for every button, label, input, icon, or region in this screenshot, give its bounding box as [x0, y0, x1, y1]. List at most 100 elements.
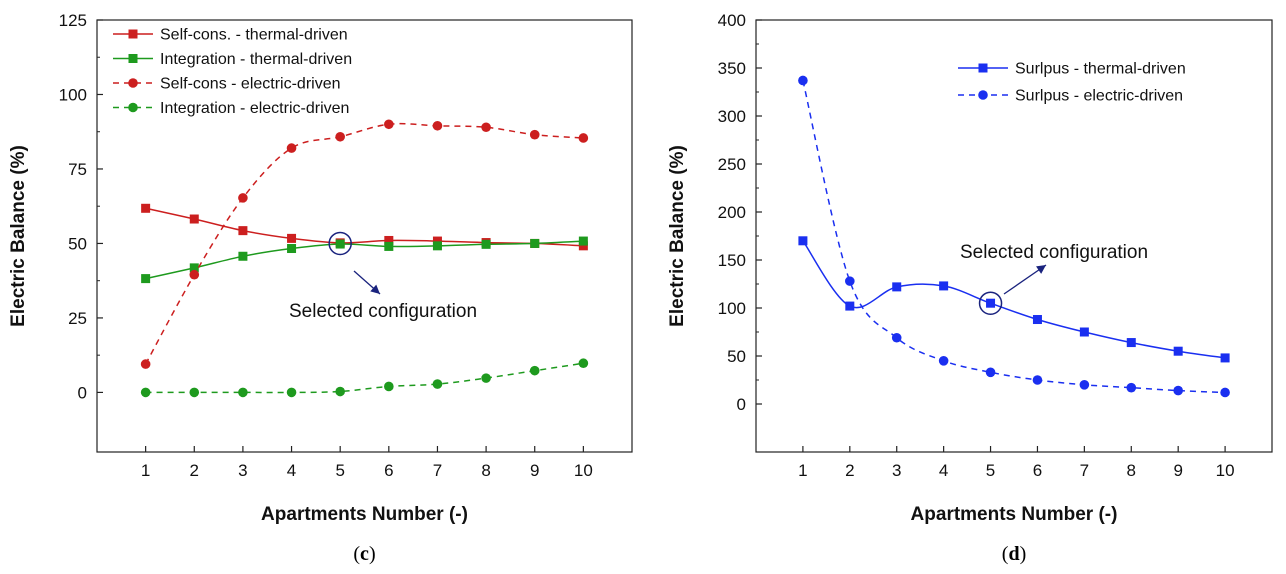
- data-point-square: [986, 298, 996, 308]
- y-tick-label: 50: [727, 347, 746, 366]
- x-tick-label: 1: [798, 461, 807, 480]
- legend-label: Self-cons. - thermal-driven: [160, 27, 348, 44]
- caption-paren-open: (: [353, 543, 360, 565]
- data-point-circle: [432, 120, 443, 131]
- series-line-1: [145, 240, 584, 280]
- y-tick-label: 50: [68, 234, 87, 253]
- data-point-square: [141, 203, 151, 213]
- data-point-circle: [481, 122, 491, 133]
- x-tick-label: 2: [190, 461, 199, 480]
- x-tick-label: 9: [1173, 461, 1182, 480]
- y-tick-label: 25: [68, 309, 87, 328]
- data-point-circle: [1032, 375, 1043, 385]
- data-point-square: [1220, 353, 1230, 363]
- x-axis-title: Apartments Number (-): [261, 504, 468, 525]
- data-point-circle: [238, 193, 248, 203]
- legend-marker-square: [128, 29, 138, 39]
- caption-paren-close: ): [369, 543, 376, 565]
- caption-letter: d: [1008, 543, 1019, 565]
- data-point-circle: [1079, 380, 1090, 390]
- plot-frame: [96, 19, 633, 453]
- y-tick-label: 100: [59, 85, 87, 104]
- y-tick-label: 100: [718, 299, 746, 318]
- x-tick-label: 7: [433, 461, 442, 480]
- annotation-arrow-head: [370, 284, 380, 294]
- data-point-square: [238, 226, 248, 236]
- data-point-square: [141, 274, 151, 284]
- data-point-circle: [985, 367, 996, 378]
- x-tick-label: 3: [238, 461, 247, 480]
- x-tick-label: 4: [287, 461, 296, 480]
- data-point-circle: [578, 133, 589, 143]
- x-tick-label: 8: [481, 461, 490, 480]
- x-tick-label: 10: [1216, 461, 1235, 480]
- y-tick-label: 125: [59, 11, 87, 30]
- series-line-0: [802, 240, 1226, 359]
- data-point-circle: [189, 269, 200, 280]
- data-point-circle: [140, 387, 151, 398]
- y-axis-title: Electric Balance (%): [8, 145, 29, 327]
- y-tick-label: 400: [718, 11, 746, 30]
- data-point-circle: [140, 359, 151, 369]
- data-point-circle: [578, 358, 589, 369]
- data-point-square: [578, 236, 588, 246]
- data-point-square: [939, 281, 949, 291]
- x-tick-label: 5: [986, 461, 995, 480]
- data-point-circle: [335, 386, 345, 397]
- data-point-square: [238, 251, 248, 261]
- series-line-1: [802, 80, 1226, 394]
- data-point-square: [845, 301, 855, 311]
- legend-label: Surlpus - thermal-driven: [1015, 61, 1186, 78]
- y-tick-label: 150: [718, 251, 746, 270]
- data-point-square: [530, 238, 540, 248]
- legend-marker-square: [128, 54, 138, 63]
- data-point-circle: [432, 379, 443, 389]
- data-point-square: [578, 241, 588, 251]
- data-point-square: [287, 233, 297, 243]
- y-axis-title: Electric Balance (%): [667, 145, 688, 327]
- caption-paren-close: ): [1020, 543, 1027, 565]
- data-point-square: [384, 235, 394, 245]
- x-tick-label: 6: [1033, 461, 1042, 480]
- x-tick-label: 10: [574, 461, 593, 480]
- legend-marker-circle: [128, 102, 138, 113]
- data-point-circle: [529, 129, 540, 140]
- x-tick-label: 5: [335, 461, 344, 480]
- y-tick-label: 0: [737, 395, 746, 414]
- data-point-circle: [481, 373, 491, 383]
- chart-panel-d: 0 50 100 150 200 250 300 350 400 1 2 3 4 5 6 7 8 9 10 Apart…: [667, 11, 1273, 565]
- data-point-circle: [384, 381, 394, 392]
- data-point-square: [432, 236, 442, 246]
- x-tick-label: 4: [939, 461, 948, 480]
- data-point-square: [384, 241, 394, 251]
- data-point-circle: [1173, 385, 1183, 396]
- chart-panel-c: 0 25 50 75 100 125 1 2 3 4 5 6 7 8 9 10 Apartments Numbe…: [8, 11, 633, 565]
- y-tick-label: 200: [718, 203, 746, 222]
- y-tick-label: 75: [68, 160, 87, 179]
- caption-paren-open: (: [1002, 543, 1009, 565]
- x-tick-label: 7: [1080, 461, 1089, 480]
- x-tick-label: 3: [892, 461, 901, 480]
- data-point-square: [1032, 315, 1042, 325]
- data-point-circle: [845, 276, 855, 286]
- data-point-circle: [1220, 387, 1230, 398]
- y-tick-label: 250: [718, 155, 746, 174]
- legend-label: Self-cons - electric-driven: [160, 76, 341, 93]
- selected-highlight-circle: [328, 231, 352, 256]
- data-point-circle: [891, 332, 902, 343]
- data-point-square: [481, 239, 491, 249]
- legend-marker-circle: [128, 78, 138, 88]
- y-tick-label: 350: [718, 59, 746, 78]
- data-point-square: [432, 241, 442, 251]
- legend-label: Integration - thermal-driven: [160, 51, 352, 68]
- data-point-square: [1173, 346, 1183, 356]
- data-point-circle: [1126, 382, 1137, 393]
- annotation-label: Selected configuration: [289, 301, 477, 322]
- data-point-square: [287, 244, 297, 254]
- x-axis-title: Apartments Number (-): [911, 504, 1118, 525]
- data-point-circle: [798, 75, 808, 86]
- series-line-2: [144, 122, 584, 365]
- series-line-3: [145, 362, 584, 394]
- data-point-circle: [286, 143, 297, 153]
- data-point-circle: [189, 387, 200, 398]
